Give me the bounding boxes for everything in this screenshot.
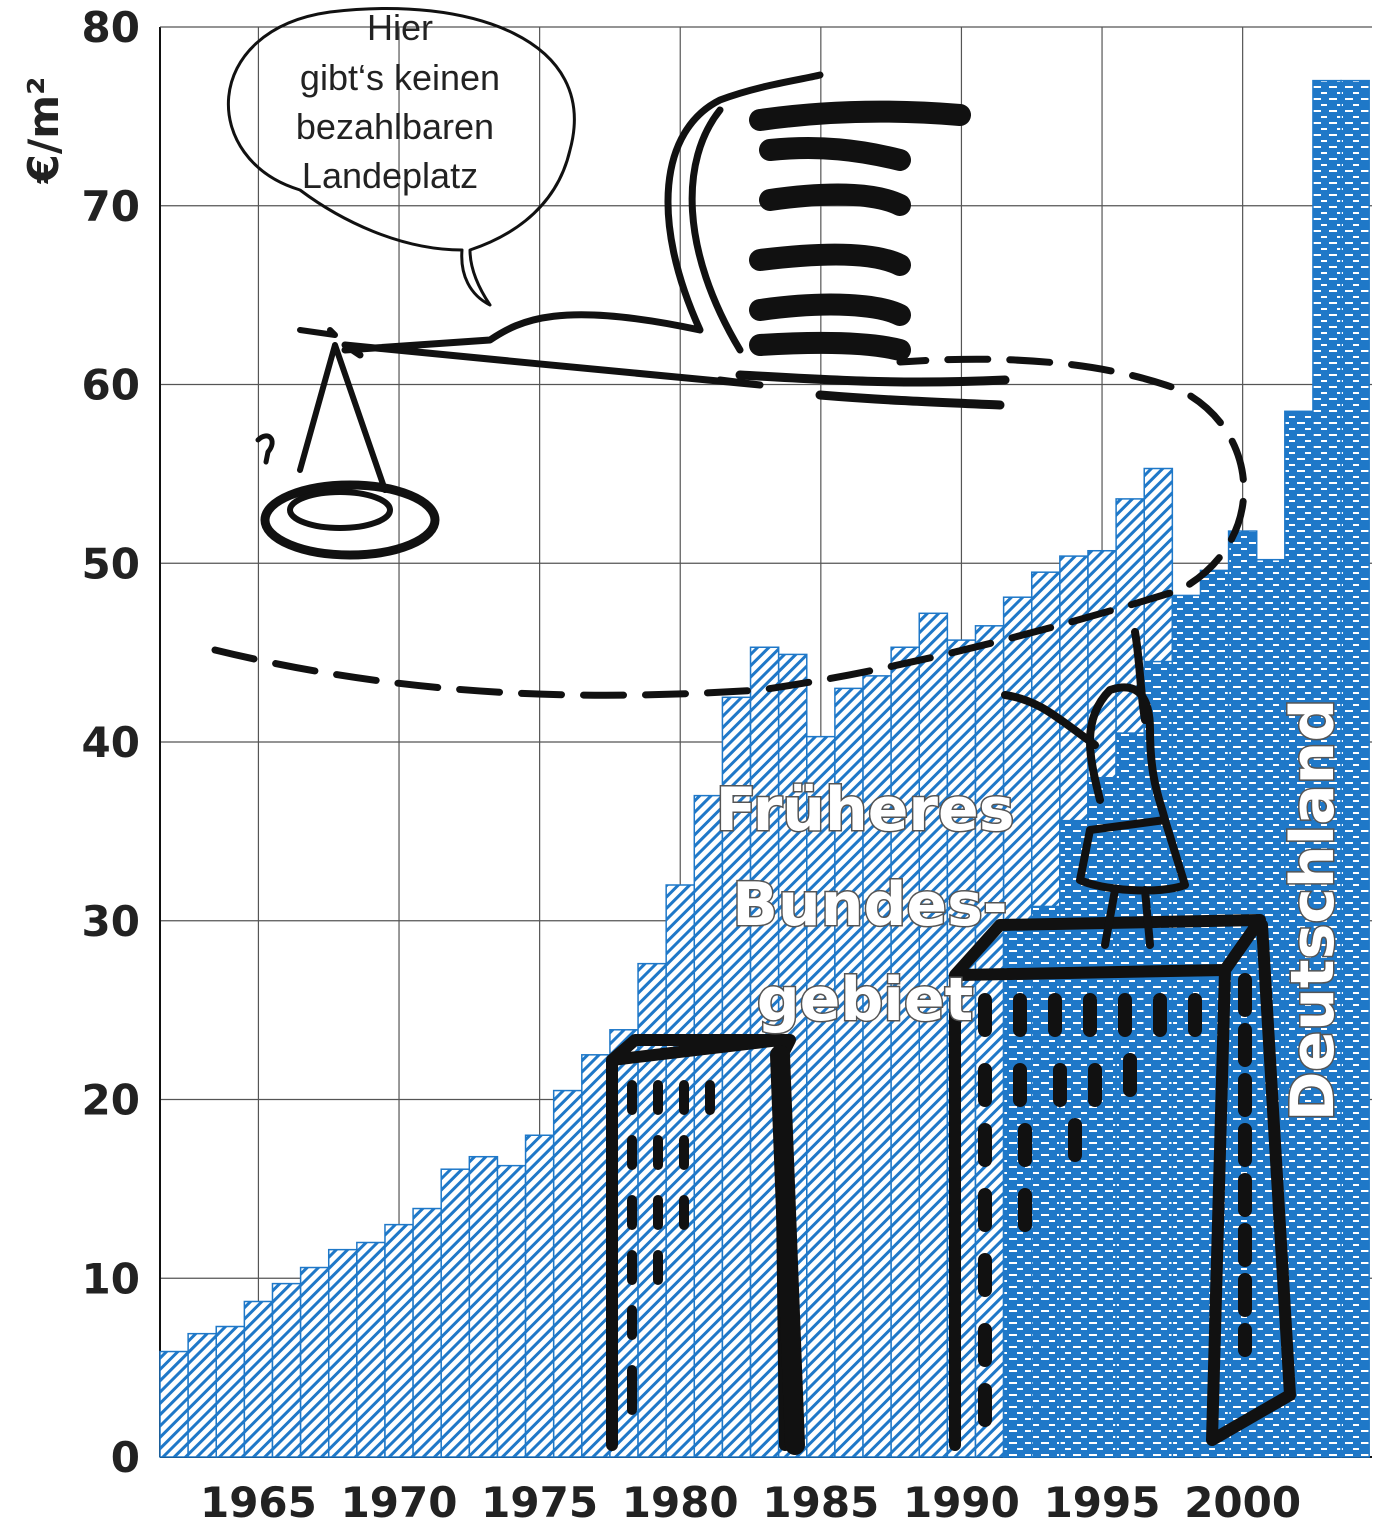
y-tick-label: 40: [82, 718, 140, 767]
bar: [1087, 777, 1117, 1458]
series-label: gebiet: [757, 965, 974, 1035]
annotation-line: Hier: [367, 7, 433, 48]
bar: [327, 1248, 358, 1458]
x-tick-label: 1970: [341, 1478, 458, 1526]
bar: [1284, 410, 1314, 1458]
bar: [890, 646, 921, 1458]
bar: [412, 1207, 442, 1458]
annotation-line: bezahlbaren: [296, 106, 494, 147]
bar: [693, 794, 724, 1458]
bar: [1030, 905, 1061, 1458]
y-tick-label: 50: [82, 539, 140, 588]
x-tick-label: 1990: [903, 1478, 1020, 1526]
bar: [862, 675, 892, 1458]
bar: [496, 1164, 527, 1458]
bar: [215, 1325, 246, 1458]
y-tick-label: 20: [82, 1076, 140, 1125]
x-tick-label: 1965: [200, 1478, 317, 1526]
x-tick-label: 1995: [1044, 1478, 1161, 1526]
y-tick-label: 60: [82, 361, 140, 410]
x-tick-label: 2000: [1184, 1478, 1301, 1526]
illustration: [211, 7, 1296, 1455]
x-tick-label: 1980: [622, 1478, 739, 1526]
bar: [468, 1155, 499, 1458]
x-tick-label: 1975: [481, 1478, 598, 1526]
bar: [271, 1282, 302, 1458]
bar: [721, 696, 752, 1458]
bar: [243, 1300, 274, 1458]
bar: [918, 612, 949, 1458]
series-label: Deutschland: [1278, 699, 1348, 1122]
annotation-line: Landeplatz: [302, 155, 478, 196]
series-label: Früheres: [716, 775, 1015, 845]
bar: [974, 625, 1005, 1458]
bar: [552, 1089, 583, 1458]
bar: [524, 1134, 555, 1458]
bar: [1340, 79, 1370, 1458]
bar: [1312, 79, 1342, 1458]
annotation-line: gibt‘s keinen: [300, 57, 500, 98]
bar: [299, 1266, 330, 1458]
bar: [356, 1241, 386, 1458]
bar: [384, 1223, 414, 1458]
bar: [581, 1054, 611, 1458]
x-tick-label: 1985: [762, 1478, 879, 1526]
y-tick-label: 0: [111, 1433, 140, 1482]
bar: [665, 884, 696, 1458]
y-tick-label: 10: [82, 1254, 140, 1303]
y-tick-label: 30: [82, 897, 140, 946]
y-axis-label: €/m²: [19, 77, 68, 185]
bar: [159, 1350, 189, 1458]
bar: [806, 735, 836, 1458]
bar: [440, 1168, 471, 1458]
y-tick-label: 70: [82, 182, 140, 231]
y-tick-label: 80: [82, 3, 140, 52]
bar: [187, 1332, 217, 1458]
series-label: Bundes-: [732, 870, 1007, 940]
